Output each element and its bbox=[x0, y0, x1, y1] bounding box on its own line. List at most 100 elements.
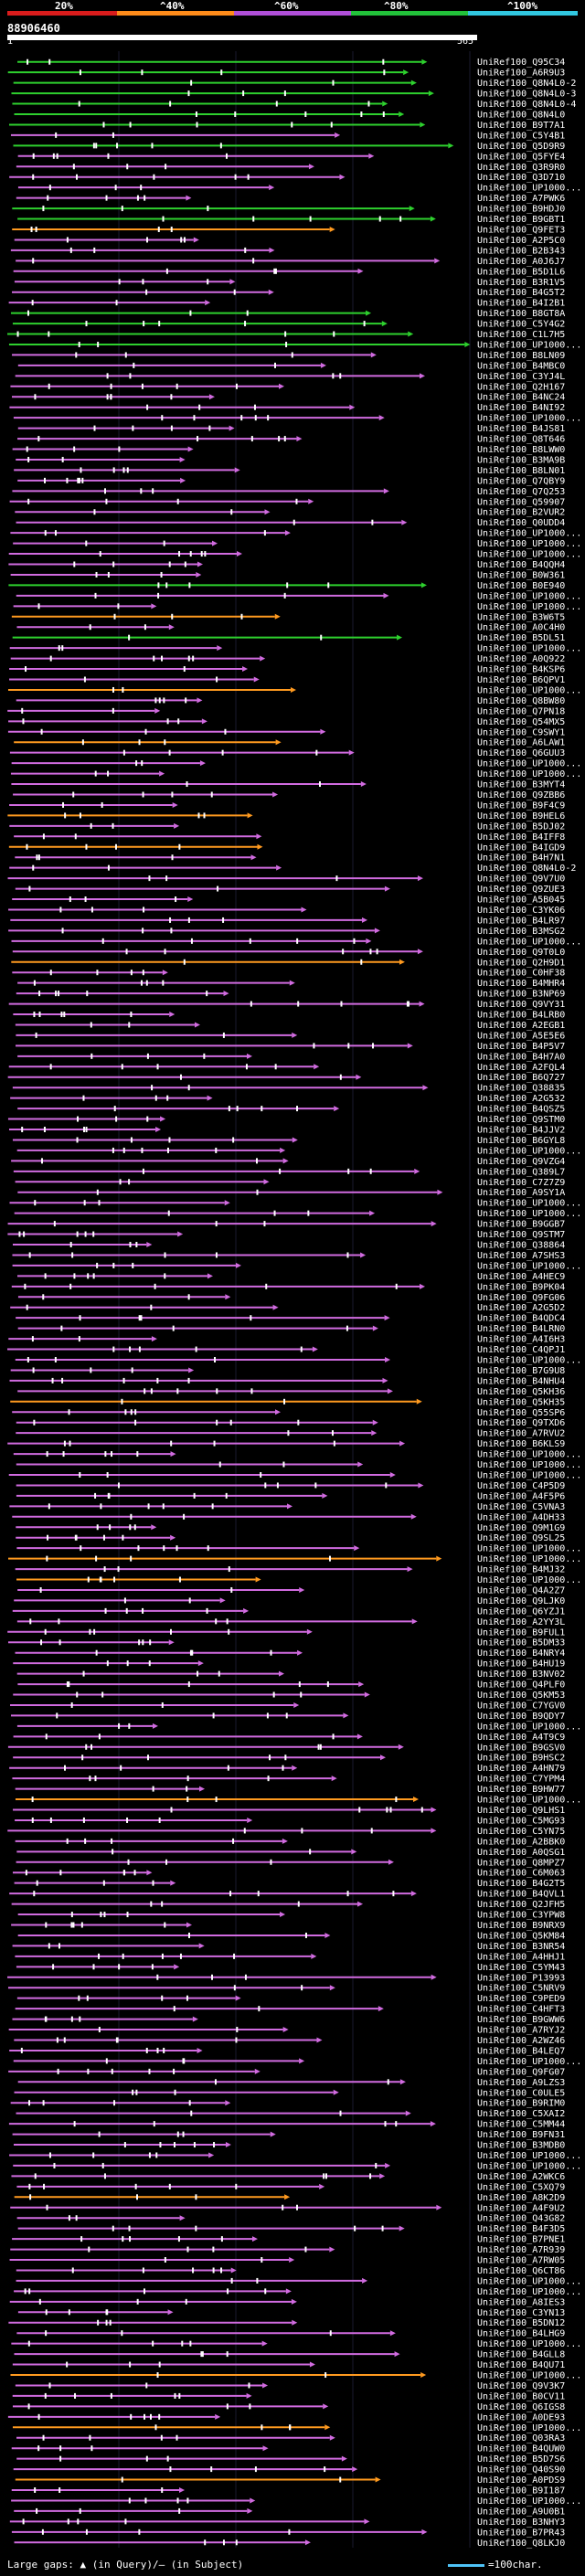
hit-row[interactable]: UniRef100_C3YJ4L bbox=[15, 372, 566, 382]
hit-row[interactable]: UniRef100_C5XQ79 bbox=[16, 2182, 565, 2192]
hit-row[interactable]: UniRef100_Q2JFH5 bbox=[11, 1900, 566, 1910]
hit-label[interactable]: UniRef100_B8LWW0 bbox=[477, 445, 565, 455]
hit-label[interactable]: UniRef100_A4DH33 bbox=[477, 1512, 565, 1522]
hit-row[interactable]: UniRef100_UP1000... bbox=[9, 1199, 581, 1209]
hit-label[interactable]: UniRef100_C5MM44 bbox=[477, 2120, 565, 2130]
hit-row[interactable]: UniRef100_B4LEQ7 bbox=[9, 2046, 565, 2056]
hit-label[interactable]: UniRef100_Q8N4L0-4 bbox=[477, 100, 576, 110]
hit-label[interactable]: UniRef100_B4H7A0 bbox=[477, 1052, 565, 1062]
hit-row[interactable]: UniRef100_Q7Q253 bbox=[12, 487, 565, 497]
hit-label[interactable]: UniRef100_A2WKC6 bbox=[477, 2172, 565, 2182]
hit-label[interactable]: UniRef100_UP1000... bbox=[477, 2161, 581, 2171]
hit-label[interactable]: UniRef100_B5DM33 bbox=[477, 1638, 565, 1648]
hit-row[interactable]: UniRef100_A0Q922 bbox=[10, 654, 566, 664]
hit-row[interactable]: UniRef100_B5D7S6 bbox=[16, 2454, 565, 2465]
hit-label[interactable]: UniRef100_A7RVU2 bbox=[477, 1429, 565, 1439]
hit-label[interactable]: UniRef100_UP1000... bbox=[477, 602, 581, 612]
hit-label[interactable]: UniRef100_C5NRV9 bbox=[477, 1984, 565, 1994]
hit-row[interactable]: UniRef100_Q9VY31 bbox=[8, 1000, 566, 1010]
hit-label[interactable]: UniRef100_C5MG93 bbox=[477, 1816, 565, 1826]
hit-row[interactable]: UniRef100_B0E940 bbox=[8, 581, 565, 591]
hit-label[interactable]: UniRef100_B4QU71 bbox=[477, 2360, 565, 2370]
hit-label[interactable]: UniRef100_B3NV02 bbox=[477, 1670, 565, 1680]
hit-label[interactable]: UniRef100_Q2JFH5 bbox=[477, 1900, 565, 1910]
hit-row[interactable]: UniRef100_B4LHG9 bbox=[16, 2329, 565, 2339]
hit-row[interactable]: UniRef100_Q8BW80 bbox=[16, 696, 566, 706]
hit-label[interactable]: UniRef100_C7Z7Z9 bbox=[477, 1178, 565, 1188]
hit-label[interactable]: UniRef100_B4QUW0 bbox=[477, 2444, 565, 2454]
hit-label[interactable]: UniRef100_Q4PLF0 bbox=[477, 1680, 565, 1691]
hit-label[interactable]: UniRef100_UP1000... bbox=[477, 591, 581, 601]
hit-row[interactable]: UniRef100_UP1000... bbox=[16, 1575, 581, 1585]
hit-row[interactable]: UniRef100_UP1000... bbox=[12, 1261, 582, 1271]
hit-label[interactable]: UniRef100_Q9M1G9 bbox=[477, 1523, 565, 1533]
hit-row[interactable]: UniRef100_C5VNA3 bbox=[9, 1502, 565, 1512]
hit-row[interactable]: UniRef100_Q8T646 bbox=[17, 435, 565, 445]
hit-label[interactable]: UniRef100_B9FN31 bbox=[477, 2130, 565, 2140]
hit-row[interactable]: UniRef100_C0HF38 bbox=[12, 969, 565, 979]
hit-row[interactable]: UniRef100_Q9TXD6 bbox=[16, 1418, 566, 1428]
hit-row[interactable]: UniRef100_C9SWY1 bbox=[7, 727, 565, 737]
hit-row[interactable]: UniRef100_Q9V3K7 bbox=[15, 2381, 565, 2391]
hit-label[interactable]: UniRef100_Q6CT86 bbox=[477, 2266, 565, 2276]
hit-label[interactable]: UniRef100_Q7PN18 bbox=[477, 706, 565, 716]
hit-label[interactable]: UniRef100_Q59907 bbox=[477, 497, 565, 507]
hit-label[interactable]: UniRef100_UP1000... bbox=[477, 1355, 581, 1365]
hit-label[interactable]: UniRef100_B9HDJ0 bbox=[477, 205, 565, 215]
hit-label[interactable]: UniRef100_UP1000... bbox=[477, 2496, 581, 2507]
hit-label[interactable]: UniRef100_UP1000... bbox=[477, 1146, 581, 1156]
hit-row[interactable]: UniRef100_A2BBK0 bbox=[15, 1837, 566, 1847]
hit-row[interactable]: UniRef100_B6KLS9 bbox=[7, 1439, 565, 1449]
hit-row[interactable]: UniRef100_B4QU71 bbox=[12, 2360, 565, 2370]
hit-label[interactable]: UniRef100_Q03RA3 bbox=[477, 2433, 565, 2443]
hit-row[interactable]: UniRef100_B9RIM0 bbox=[10, 2099, 566, 2109]
hit-label[interactable]: UniRef100_Q8N4L0-2 bbox=[477, 79, 576, 89]
hit-row[interactable]: UniRef100_A4F5P6 bbox=[16, 1491, 565, 1501]
hit-label[interactable]: UniRef100_Q6IGS8 bbox=[477, 2402, 565, 2412]
hit-row[interactable]: UniRef100_Q7QBY9 bbox=[17, 476, 565, 486]
hit-row[interactable]: UniRef100_B4JJV2 bbox=[8, 1126, 565, 1136]
hit-row[interactable]: UniRef100_A2G5D2 bbox=[10, 1303, 565, 1313]
hit-label[interactable]: UniRef100_UP1000... bbox=[477, 769, 581, 779]
hit-label[interactable]: UniRef100_Q54MX5 bbox=[477, 717, 565, 727]
hit-row[interactable]: UniRef100_B9GWW6 bbox=[12, 2015, 565, 2025]
hit-row[interactable]: UniRef100_Q8N4L0-2 bbox=[13, 79, 577, 89]
hit-label[interactable]: UniRef100_B4JS81 bbox=[477, 424, 565, 434]
hit-row[interactable]: UniRef100_Q5FYE4 bbox=[17, 152, 566, 162]
hit-row[interactable]: UniRef100_Q9FET3 bbox=[12, 225, 565, 235]
hit-row[interactable]: UniRef100_B9QDY7 bbox=[10, 1712, 565, 1722]
hit-label[interactable]: UniRef100_Q5KH36 bbox=[477, 1387, 565, 1397]
hit-label[interactable]: UniRef100_B4HU19 bbox=[477, 1659, 565, 1670]
hit-row[interactable]: UniRef100_B4H7A0 bbox=[17, 1052, 565, 1062]
hit-row[interactable]: UniRef100_Q03RA3 bbox=[16, 2433, 565, 2443]
hit-row[interactable]: UniRef100_B7PNE1 bbox=[12, 2235, 565, 2245]
hit-row[interactable]: UniRef100_C0ULE5 bbox=[14, 2088, 566, 2098]
hit-label[interactable]: UniRef100_UP1000... bbox=[477, 1460, 581, 1470]
hit-row[interactable]: UniRef100_B9GSV0 bbox=[7, 1743, 565, 1753]
hit-label[interactable]: UniRef100_Q9LJK0 bbox=[477, 1596, 565, 1606]
hit-row[interactable]: UniRef100_Q59907 bbox=[9, 497, 566, 507]
hit-row[interactable]: UniRef100_B8GT8A bbox=[10, 309, 565, 319]
hit-row[interactable]: UniRef100_Q8N4L0 bbox=[14, 110, 566, 120]
hit-row[interactable]: UniRef100_B4IFF8 bbox=[14, 832, 565, 843]
hit-label[interactable]: UniRef100_B9HEL6 bbox=[477, 811, 565, 822]
hit-row[interactable]: UniRef100_UP1000... bbox=[13, 2057, 582, 2067]
hit-row[interactable]: UniRef100_B9HEL6 bbox=[7, 811, 565, 822]
hit-label[interactable]: UniRef100_C7YGV0 bbox=[477, 1701, 565, 1711]
hit-label[interactable]: UniRef100_Q8N4L0 bbox=[477, 110, 565, 120]
hit-label[interactable]: UniRef100_Q5KM53 bbox=[477, 1691, 565, 1701]
hit-label[interactable]: UniRef100_Q3D710 bbox=[477, 173, 565, 183]
hit-label[interactable]: UniRef100_A8K2D9 bbox=[477, 2193, 565, 2203]
hit-row[interactable]: UniRef100_Q6CT86 bbox=[16, 2266, 566, 2276]
hit-label[interactable]: UniRef100_Q8T646 bbox=[477, 435, 565, 445]
hit-label[interactable]: UniRef100_B3NR54 bbox=[477, 1942, 565, 1952]
hit-row[interactable]: UniRef100_A8IES3 bbox=[9, 2297, 566, 2307]
hit-row[interactable]: UniRef100_B4NRY4 bbox=[15, 1648, 566, 1659]
hit-row[interactable]: UniRef100_B6Q727 bbox=[7, 1073, 566, 1083]
hit-row[interactable]: UniRef100_UP1000... bbox=[13, 602, 582, 612]
hit-row[interactable]: UniRef100_UP1000... bbox=[13, 1450, 582, 1460]
hit-label[interactable]: UniRef100_Q9ZUE3 bbox=[477, 885, 565, 895]
hit-label[interactable]: UniRef100_B8GT8A bbox=[477, 309, 565, 319]
hit-label[interactable]: UniRef100_Q9FET3 bbox=[477, 225, 565, 235]
hit-row[interactable]: UniRef100_Q8LKJ0 bbox=[14, 2539, 566, 2549]
